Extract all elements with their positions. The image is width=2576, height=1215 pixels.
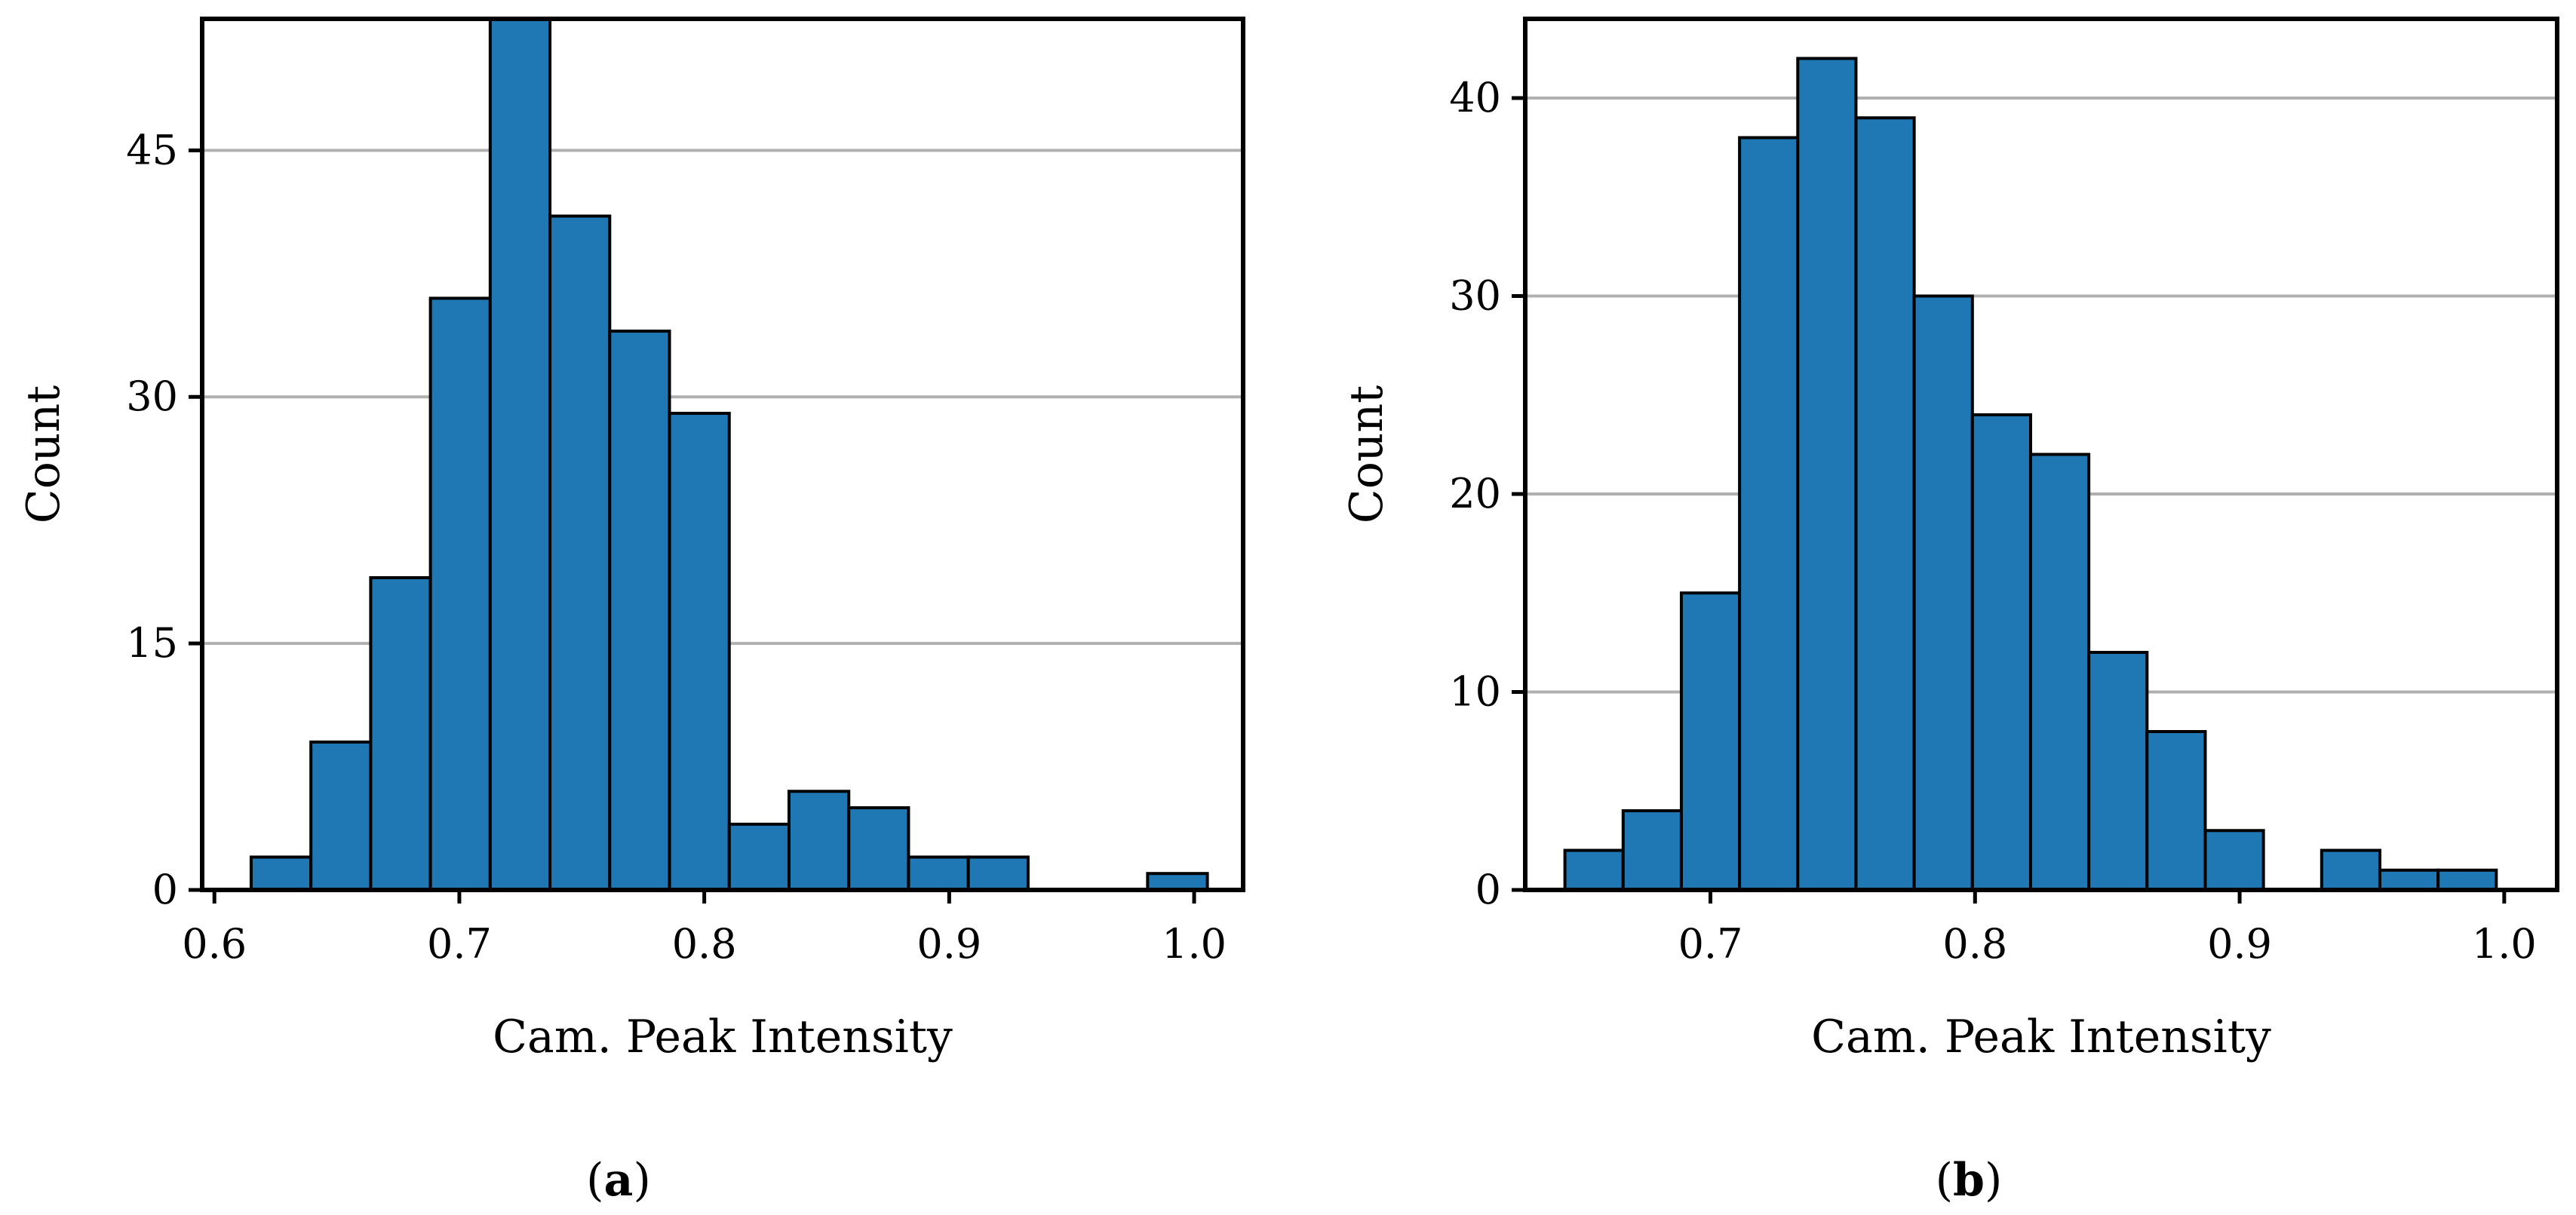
caption-letter-a: a (604, 1154, 634, 1207)
bars-b (1563, 57, 2498, 891)
x-tick-label-a-1: 0.7 (427, 920, 492, 968)
bar-b-2 (1679, 591, 1742, 891)
y-axis-label-b: Count (1340, 385, 1393, 523)
caption-a: (a) (586, 1154, 651, 1207)
histogram-panel-a: 0.6 0.7 0.8 0.9 1.0 0 15 30 45 Cam. Peak Intens… (17, 17, 1245, 1207)
caption-letter-b: b (1953, 1154, 1985, 1207)
bar-a-12 (966, 855, 1030, 891)
plot-frame-a (200, 17, 1245, 892)
bar-a-0 (249, 855, 313, 891)
x-ticks-a: 0.6 0.7 0.8 0.9 1.0 (182, 890, 1227, 968)
caption-b: (b) (1936, 1154, 2003, 1207)
bar-a-7 (668, 412, 731, 891)
y-tick-label-a-1: 15 (126, 619, 178, 667)
bar-b-14 (2378, 868, 2440, 891)
y-ticks-b: 0 10 20 30 40 (1449, 74, 1525, 913)
bar-b-15 (2436, 868, 2498, 891)
bars-a (249, 17, 1209, 892)
bar-b-7 (1970, 413, 2032, 891)
y-tick-label-a-3: 45 (126, 126, 178, 173)
y-tick-label-b-4: 40 (1449, 74, 1501, 121)
bar-b-5 (1854, 116, 1916, 891)
x-tick-label-a-4: 1.0 (1162, 920, 1227, 968)
bar-b-1 (1621, 809, 1683, 891)
y-tick-label-b-0: 0 (1475, 866, 1501, 913)
x-tick-label-a-2: 0.8 (672, 920, 737, 968)
bar-b-11 (2203, 829, 2265, 891)
y-tick-label-a-0: 0 (152, 866, 178, 913)
bar-a-4 (488, 17, 552, 891)
bar-b-10 (2145, 730, 2207, 891)
bar-a-1 (309, 740, 373, 891)
bar-a-2 (369, 575, 432, 892)
x-axis-label-a: Cam. Peak Intensity (493, 1011, 953, 1063)
bar-b-6 (1912, 294, 1974, 891)
bar-a-15 (1146, 872, 1209, 891)
y-tick-label-a-2: 30 (126, 373, 178, 420)
y-axis-label-a: Count (17, 385, 70, 523)
bar-a-10 (847, 806, 910, 891)
bar-b-9 (2087, 651, 2149, 891)
x-tick-label-b-2: 0.9 (2207, 920, 2272, 968)
bar-b-3 (1738, 136, 1800, 891)
bar-b-8 (2028, 453, 2091, 891)
bar-a-6 (608, 330, 671, 892)
x-tick-label-a-3: 0.9 (916, 920, 981, 968)
y-tick-label-b-2: 20 (1449, 470, 1501, 517)
bar-b-13 (2320, 848, 2381, 891)
bar-b-4 (1796, 57, 1858, 891)
x-ticks-b: 0.7 0.8 0.9 1.0 (1678, 890, 2537, 968)
plot-frame-b (1523, 17, 2559, 892)
bar-a-3 (428, 296, 492, 892)
x-axis-label-b: Cam. Peak Intensity (1811, 1011, 2271, 1063)
y-tick-label-b-3: 30 (1449, 272, 1501, 320)
bar-a-8 (727, 822, 791, 892)
bar-a-5 (548, 214, 612, 891)
bar-a-11 (907, 855, 970, 891)
bar-a-9 (787, 790, 851, 891)
x-tick-label-b-3: 1.0 (2472, 920, 2537, 968)
y-tick-label-b-1: 10 (1449, 668, 1501, 716)
x-tick-label-b-0: 0.7 (1678, 920, 1743, 968)
x-tick-label-a-0: 0.6 (182, 920, 247, 968)
y-ticks-a: 0 15 30 45 (126, 126, 202, 913)
bar-b-0 (1563, 848, 1625, 891)
histogram-panel-b: 0.7 0.8 0.9 1.0 0 10 20 30 40 Cam. Peak Intensi… (1340, 17, 2559, 1207)
x-tick-label-b-1: 0.8 (1942, 920, 2007, 968)
